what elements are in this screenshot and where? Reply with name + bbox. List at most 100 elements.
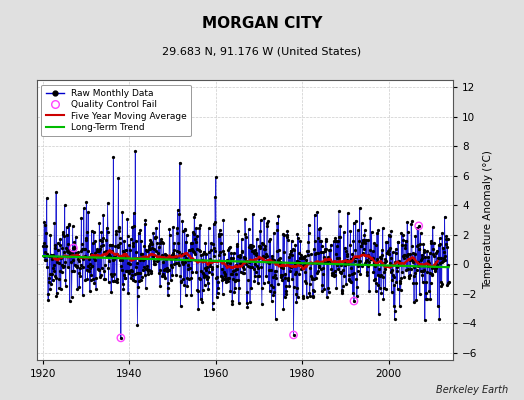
Point [346,264,355,271]
Point [350,298,358,304]
Point [272,268,280,274]
Point [241,230,249,237]
Y-axis label: Temperature Anomaly (°C): Temperature Anomaly (°C) [483,150,493,290]
Point [270,257,278,263]
Point [208,270,216,277]
Point [81,253,89,259]
Point [381,286,390,292]
Point [354,263,363,270]
Point [77,215,85,221]
Point [287,264,296,270]
Point [210,220,218,227]
Point [283,228,292,234]
Point [46,232,54,238]
Point [239,270,248,276]
Point [345,276,353,283]
Point [82,267,91,274]
Point [216,273,225,279]
Point [341,261,349,268]
Point [89,275,97,282]
Point [349,238,357,244]
Point [400,252,409,258]
Point [430,266,439,272]
Point [344,272,353,278]
Point [182,254,191,261]
Point [384,250,392,256]
Point [296,254,304,261]
Point [48,256,57,262]
Point [80,246,89,252]
Point [300,260,309,267]
Point [297,266,305,272]
Point [397,287,405,294]
Point [309,287,317,293]
Point [52,189,60,195]
Point [230,289,238,296]
Point [74,249,82,256]
Point [302,257,311,263]
Point [306,265,314,271]
Point [331,234,340,241]
Point [318,282,326,288]
Point [427,240,435,246]
Point [193,246,201,252]
Point [196,276,204,282]
Point [421,296,430,302]
Point [184,247,193,253]
Point [147,268,155,274]
Point [88,263,96,269]
Point [96,272,105,278]
Point [128,224,137,230]
Point [138,251,146,257]
Point [58,245,67,252]
Point [213,290,222,297]
Point [233,241,241,248]
Point [429,246,438,252]
Point [84,209,92,215]
Point [414,258,422,265]
Point [213,263,221,269]
Point [265,266,273,273]
Point [94,266,102,272]
Point [130,278,139,284]
Point [194,288,202,294]
Point [72,234,80,240]
Point [52,290,61,296]
Point [118,256,126,263]
Point [116,240,125,246]
Point [272,274,280,281]
Point [352,254,361,260]
Point [206,246,215,253]
Point [364,263,372,269]
Point [378,246,386,253]
Point [386,233,395,239]
Point [252,252,260,258]
Point [73,264,81,270]
Point [114,174,123,181]
Point [87,250,95,257]
Point [122,268,130,274]
Point [236,269,245,275]
Point [206,262,215,269]
Point [336,222,344,229]
Point [101,262,109,268]
Point [299,295,307,302]
Point [174,249,183,255]
Point [201,282,209,288]
Point [324,288,333,295]
Point [411,270,419,276]
Point [352,276,361,282]
Point [64,222,73,228]
Point [105,251,113,258]
Point [323,256,332,263]
Point [96,274,104,280]
Point [444,280,452,286]
Point [163,268,171,274]
Point [148,241,156,247]
Point [128,240,137,246]
Point [197,252,205,259]
Point [398,269,407,275]
Point [83,248,92,254]
Point [117,267,126,273]
Point [218,277,226,284]
